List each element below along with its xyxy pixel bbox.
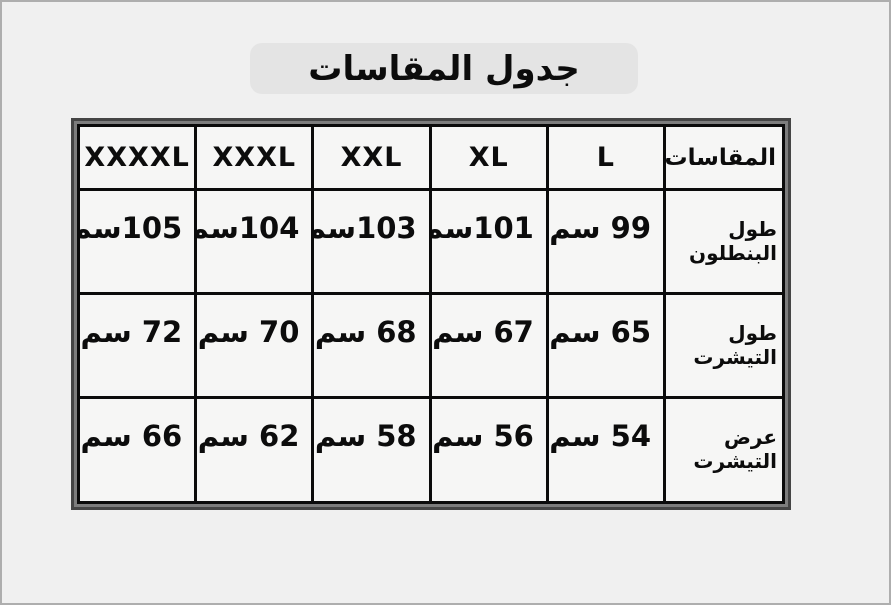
pants-length-l: 99 سم <box>548 191 663 292</box>
page-title: جدول المقاسات <box>308 48 580 89</box>
tshirt-length-xxxl: 70 سم <box>197 295 312 396</box>
tshirt-width-xxl: 58 سم <box>314 399 429 501</box>
header-sizes-label: المقاسات <box>666 127 782 188</box>
pants-length-xl: 101سم <box>431 191 546 292</box>
tshirt-length-xxxxl: 72 سم <box>80 295 195 396</box>
size-table-frame: المقاسات L XL XXL XXXL XXXXL طول البنطلو… <box>71 118 791 510</box>
tshirt-width-xl: 56 سم <box>431 399 546 501</box>
pants-length-xxxxl: 105سم <box>80 191 195 292</box>
title-pill: جدول المقاسات <box>250 43 638 94</box>
header-size-xxxxl: XXXXL <box>80 127 195 188</box>
pants-length-xxl: 103سم <box>314 191 429 292</box>
tshirt-length-xxl: 68 سم <box>314 295 429 396</box>
tshirt-width-l: 54 سم <box>548 399 663 501</box>
size-table: المقاسات L XL XXL XXXL XXXXL طول البنطلو… <box>77 124 785 504</box>
tshirt-width-xxxl: 62 سم <box>197 399 312 501</box>
header-size-xxl: XXL <box>314 127 429 188</box>
tshirt-length-xl: 67 سم <box>431 295 546 396</box>
row-label-pants-length: طول البنطلون <box>666 191 782 292</box>
tshirt-width-xxxxl: 66 سم <box>80 399 195 501</box>
tshirt-length-l: 65 سم <box>548 295 663 396</box>
pants-length-xxxl: 104سم <box>197 191 312 292</box>
row-label-tshirt-width: عرض التيشرت <box>666 399 782 501</box>
row-label-tshirt-length: طول التيشرت <box>666 295 782 396</box>
header-size-xxxl: XXXL <box>197 127 312 188</box>
header-size-l: L <box>548 127 663 188</box>
header-size-xl: XL <box>431 127 546 188</box>
